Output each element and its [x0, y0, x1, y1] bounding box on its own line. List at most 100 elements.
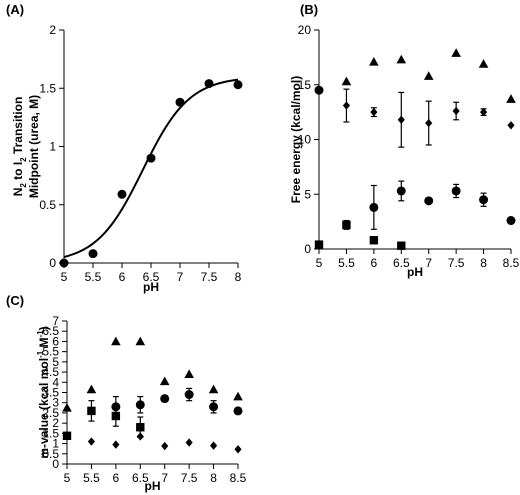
y-tick-label: 0	[304, 242, 311, 256]
data-point-circle	[204, 79, 214, 89]
y-tick-label: 4	[52, 375, 59, 389]
y-tick-label: 5	[304, 187, 311, 201]
x-tick-label: 6.5	[393, 256, 410, 270]
data-point-circle	[314, 85, 324, 95]
x-tick-label: 8	[235, 270, 242, 284]
data-point-diamond	[397, 115, 405, 124]
data-point-circle	[369, 202, 379, 212]
chart-panel-c: (C)5 5.5 6 6.5 7 7.5 8 8.500.511.522.533.544.55…	[6, 293, 247, 493]
y-axis-title-part: -1	[36, 330, 45, 338]
y-tick-label: 5.5	[42, 345, 59, 359]
data-point-triangle	[451, 48, 461, 57]
data-point-square	[62, 431, 72, 441]
x-tick-label: 7	[425, 256, 432, 270]
x-tick-label: 6.5	[143, 270, 160, 284]
y-tick-label: 1.5	[39, 81, 56, 95]
data-point-triangle	[184, 369, 194, 378]
data-point-circle	[160, 394, 170, 404]
y-axis-title-part: -1	[36, 350, 45, 358]
data-point-diamond	[210, 441, 218, 450]
data-point-triangle	[369, 56, 379, 66]
x-tick-label: 6	[371, 256, 378, 270]
data-point-triangle	[208, 384, 219, 394]
data-point-square	[369, 236, 379, 245]
x-tick-label: 6.5	[132, 471, 149, 485]
x-tick-label: 7.5	[448, 256, 465, 270]
y-tick-label: 5	[52, 355, 59, 369]
x-tick-label: 6	[119, 270, 126, 284]
panel-label: (A)	[6, 2, 24, 17]
data-point-diamond	[185, 438, 193, 447]
x-tick-label: 7.5	[201, 270, 218, 284]
data-point-circle	[451, 186, 461, 196]
data-point-circle	[88, 249, 98, 259]
data-point-square	[314, 240, 324, 249]
data-point-diamond	[87, 437, 95, 446]
y-tick-label: 0	[49, 256, 56, 270]
y-axis-title: Free energy (kcal/mol)	[289, 76, 303, 203]
data-point-triangle	[506, 94, 516, 103]
data-point-diamond	[507, 121, 515, 130]
x-tick-label: 8	[210, 471, 217, 485]
y-tick-label: 2	[52, 416, 59, 430]
panel-label: (C)	[6, 293, 24, 308]
y-axis-title: N2 to I2 Transition	[11, 97, 28, 197]
y-tick-label: 1	[49, 140, 56, 154]
x-tick-label: 5.5	[83, 471, 100, 485]
data-point-circle	[146, 153, 156, 163]
y-tick-label: 3	[52, 396, 59, 410]
y-tick-label: 15	[298, 78, 312, 92]
data-point-circle	[117, 189, 127, 199]
series-square	[314, 219, 406, 250]
x-axis-title: pH	[407, 265, 423, 279]
data-point-triangle	[111, 336, 121, 346]
data-point-diamond	[370, 107, 378, 117]
y-axis-title-part: Transition	[11, 97, 25, 158]
data-point-circle	[506, 216, 516, 226]
data-point-triangle	[86, 384, 97, 394]
y-tick-label: 7	[52, 314, 59, 328]
data-point-diamond	[452, 106, 460, 116]
data-point-diamond	[136, 432, 144, 441]
data-point-circle	[479, 195, 489, 205]
y-tick-label: 6.5	[42, 324, 59, 338]
data-point-circle	[135, 400, 145, 410]
x-tick-label: 5.5	[85, 270, 102, 284]
x-tick-label: 8	[480, 256, 487, 270]
y-tick-label: 6	[52, 334, 59, 348]
x-tick-label: 5	[61, 270, 68, 284]
y-tick-label: 1.5	[42, 426, 59, 440]
data-point-triangle	[396, 54, 407, 64]
fit-curve	[63, 78, 239, 258]
y-axis-title-part: 2	[19, 183, 28, 188]
x-tick-label: 7	[161, 471, 168, 485]
y-tick-label: 0.5	[42, 447, 59, 461]
x-tick-label: 8.5	[230, 471, 247, 485]
y-axis-title-part: 2	[19, 157, 28, 162]
data-point-circle	[233, 80, 243, 90]
data-point-circle	[59, 258, 69, 268]
y-axis-title-part: N	[11, 188, 25, 197]
series-triangle	[62, 336, 243, 412]
data-point-triangle	[159, 376, 170, 386]
panel-label: (B)	[300, 2, 318, 17]
data-point-diamond	[480, 107, 488, 117]
data-point-triangle	[423, 71, 434, 80]
y-tick-label: 20	[298, 23, 312, 37]
data-point-square	[397, 241, 406, 250]
data-point-diamond	[112, 440, 120, 449]
y-axis-title-part: m-value (kcal mol	[37, 358, 51, 459]
y-axis-title-part: )	[37, 326, 51, 330]
data-point-diamond	[425, 118, 433, 128]
x-axis-title: pH	[143, 280, 159, 294]
y-tick-label: 0	[52, 457, 59, 471]
x-tick-label: 6	[113, 471, 120, 485]
data-point-square	[136, 423, 145, 432]
x-tick-label: 5	[316, 256, 323, 270]
series-circle	[314, 85, 516, 230]
data-point-diamond	[342, 101, 350, 110]
series-diamond	[315, 84, 515, 148]
y-axis-title-line2: Midpoint (urea, M)	[27, 95, 41, 198]
